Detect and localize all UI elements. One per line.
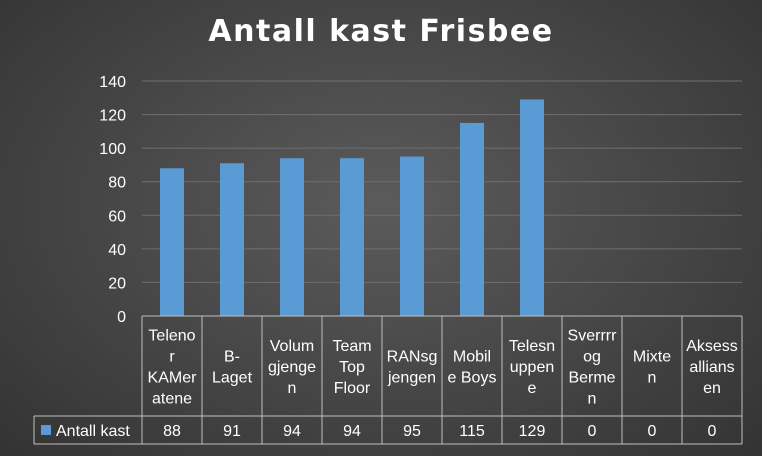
data-table-value: 0	[588, 423, 597, 440]
category-label: e Boys	[448, 370, 497, 387]
category-label: Team	[332, 338, 371, 355]
category-label: jengen	[387, 370, 436, 387]
category-label: RANsg	[387, 349, 438, 366]
category-label: Sverrrr	[568, 328, 618, 345]
bar	[520, 99, 544, 316]
chart-title: Antall kast Frisbee	[208, 14, 554, 49]
category-label: Laget	[212, 370, 253, 387]
category-label: atene	[152, 391, 192, 408]
category-label: r	[169, 349, 175, 366]
category-label: gjenge	[268, 359, 316, 376]
category-label: n	[648, 370, 657, 387]
category-label: Telesn	[509, 338, 555, 355]
category-label: en	[703, 380, 721, 397]
y-tick-label: 60	[108, 208, 126, 225]
category-label: Top	[339, 359, 365, 376]
y-tick-label: 40	[108, 242, 126, 259]
data-table-value: 91	[223, 423, 241, 440]
category-label: Aksess	[686, 338, 738, 355]
category-label: og	[583, 349, 601, 366]
data-table-value: 94	[283, 423, 301, 440]
category-label: Volum	[270, 338, 314, 355]
data-table-value: 115	[459, 423, 485, 440]
y-tick-label: 140	[99, 74, 126, 91]
bar	[220, 163, 244, 316]
bar	[280, 158, 304, 316]
category-label: n	[288, 380, 297, 397]
bar	[160, 168, 184, 316]
y-tick-label: 0	[117, 309, 126, 326]
data-table-value: 0	[708, 423, 717, 440]
data-table-value: 94	[343, 423, 361, 440]
y-tick-label: 20	[108, 275, 126, 292]
legend-swatch	[41, 425, 51, 435]
category-label: Teleno	[148, 328, 195, 345]
bar	[340, 158, 364, 316]
legend-label: Antall kast	[56, 423, 130, 440]
category-label: allians	[689, 359, 734, 376]
y-tick-label: 120	[99, 108, 126, 125]
category-label: n	[588, 391, 597, 408]
bar	[460, 122, 484, 316]
category-label: Mobil	[453, 349, 491, 366]
category-label: uppen	[510, 359, 555, 376]
data-table-value: 88	[163, 423, 181, 440]
data-table-value: 129	[519, 423, 546, 440]
bar	[400, 156, 424, 316]
y-tick-label: 80	[108, 175, 126, 192]
category-label: KAMer	[148, 370, 198, 387]
category-label: Berme	[568, 370, 615, 387]
data-table-value: 0	[648, 423, 657, 440]
data-table-value: 95	[403, 423, 421, 440]
y-tick-label: 100	[99, 141, 126, 158]
category-label: Mixte	[633, 349, 671, 366]
category-label: Floor	[334, 380, 371, 397]
category-label: B-	[224, 349, 240, 366]
category-label: e	[528, 380, 537, 397]
